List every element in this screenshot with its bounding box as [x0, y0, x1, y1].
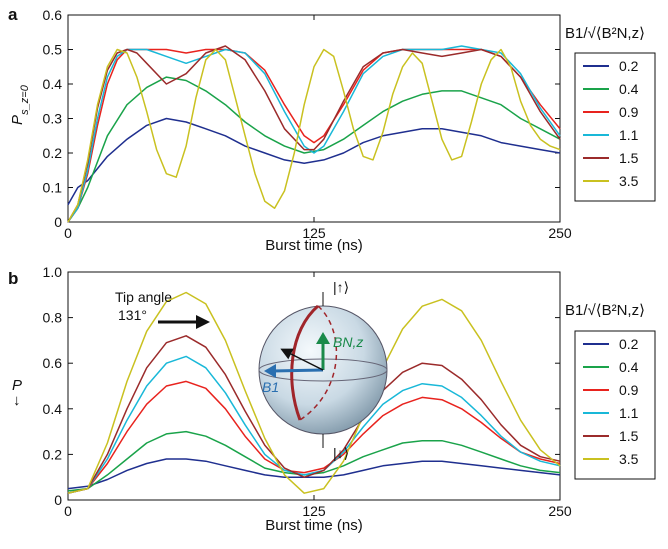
- inset-label-up: |↑⟩: [333, 279, 349, 295]
- y-axis-label-sub: s_z=0: [19, 84, 31, 115]
- tip-angle-label-line1: Tip angle: [115, 289, 172, 305]
- y-tick-label: 0.6: [43, 7, 63, 23]
- panel-b-chart: 0 0.2 0.4 0.6 0.8 1.0 0 125 250 Burst time (ns) P↓…: [12, 264, 656, 534]
- x-tick-label: 250: [548, 225, 572, 241]
- legend-label-0.4: 0.4: [619, 81, 639, 97]
- y-tick-label: 0.4: [43, 401, 63, 417]
- y-tick-label: 0.3: [43, 111, 63, 127]
- legend-label-0.9: 0.9: [619, 104, 639, 120]
- x-tick-label: 0: [64, 503, 72, 519]
- series-line-3.5: [67, 291, 561, 494]
- series-line-1.5: [67, 45, 561, 223]
- y-tick-label: 0.2: [43, 446, 63, 462]
- legend-label-0.9: 0.9: [619, 382, 639, 398]
- legend-label-1.1: 1.1: [619, 405, 639, 421]
- tip-angle-arrowhead: [196, 315, 210, 329]
- y-axis-label: P: [12, 377, 22, 394]
- y-axis-label: P: [9, 115, 26, 125]
- panel-b-letter: b: [8, 269, 18, 288]
- legend-label-1.5: 1.5: [619, 428, 639, 444]
- legend-label-0.2: 0.2: [619, 336, 639, 352]
- legend-label-3.5: 3.5: [619, 173, 639, 189]
- tip-angle-annotation: Tip angle 131°: [115, 289, 210, 329]
- inset-label-bnz: BN,z: [333, 334, 363, 350]
- series-line-0.2: [67, 458, 561, 490]
- y-tick-label: 1.0: [43, 264, 63, 280]
- x-tick-label: 0: [64, 225, 72, 241]
- x-axis-label: Burst time (ns): [265, 517, 363, 534]
- legend-box: [574, 52, 656, 202]
- legend-label-3.5: 3.5: [619, 451, 639, 467]
- panel-a-chart: 0 0.1 0.2 0.3 0.4 0.5 0.6 0 125 250 Burst time (ns…: [9, 7, 656, 254]
- panel-a-letter: a: [8, 5, 18, 24]
- x-tick-label: 125: [302, 225, 326, 241]
- y-tick-label: 0.2: [43, 145, 63, 161]
- inset-label-b1: B1: [262, 379, 279, 395]
- legend-label-1.5: 1.5: [619, 150, 639, 166]
- y-tick-label: 0.4: [43, 76, 63, 92]
- plot-frame-a: [67, 14, 561, 223]
- legend-label-1.1: 1.1: [619, 127, 639, 143]
- series-line-3.5: [67, 48, 561, 223]
- x-tick-label: 250: [548, 503, 572, 519]
- legend-title: B1/√⟨B²N,z⟩: [565, 25, 645, 42]
- bloch-sphere-inset: |↑⟩ |↓⟩ BN,z B1: [258, 279, 388, 461]
- x-tick-label: 125: [302, 503, 326, 519]
- legend-label-0.4: 0.4: [619, 359, 639, 375]
- series-line-1.5: [67, 335, 561, 494]
- inset-label-down: |↓⟩: [333, 445, 349, 461]
- series-line-0.4: [67, 76, 561, 223]
- series-line-0.9: [67, 48, 561, 223]
- series-line-1.1: [67, 355, 561, 494]
- y-tick-label: 0.5: [43, 42, 63, 58]
- b1-arrowhead: [264, 364, 276, 378]
- y-axis-label-sub: ↓: [13, 392, 21, 409]
- legend-box: [574, 330, 656, 480]
- series-line-0.9: [67, 380, 561, 494]
- y-tick-label: 0.8: [43, 310, 63, 326]
- b1-arrow: [271, 368, 324, 373]
- legend-label-0.2: 0.2: [619, 58, 639, 74]
- y-tick-label: 0.6: [43, 355, 63, 371]
- bnz-arrowhead: [316, 332, 330, 344]
- x-axis-label: Burst time (ns): [265, 237, 363, 254]
- y-tick-label: 0: [54, 214, 62, 230]
- series-line-0.4: [67, 430, 561, 492]
- tip-angle-label-line2: 131°: [118, 307, 147, 323]
- precession-path-back: [299, 305, 338, 421]
- legend-title: B1/√⟨B²N,z⟩: [565, 302, 645, 319]
- y-tick-label: 0.1: [43, 180, 63, 196]
- series-line-1.1: [67, 45, 561, 223]
- spin-vector-arrow: [280, 348, 324, 371]
- y-tick-label: 0: [54, 492, 62, 508]
- series-line-0.2: [67, 117, 561, 206]
